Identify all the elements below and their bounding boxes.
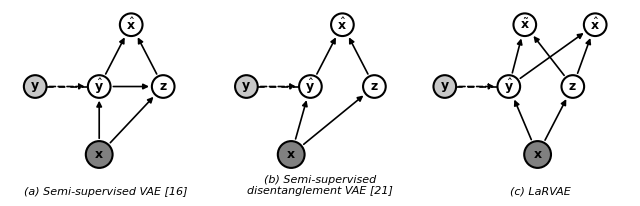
Ellipse shape	[235, 75, 258, 98]
Text: $\mathbf{z}$: $\mathbf{z}$	[370, 80, 379, 93]
Text: (a) Semi-supervised VAE [16]: (a) Semi-supervised VAE [16]	[24, 187, 188, 197]
Text: $\hat{\mathbf{y}}$: $\hat{\mathbf{y}}$	[504, 77, 514, 96]
Ellipse shape	[513, 13, 536, 36]
Text: $\mathbf{x}$: $\mathbf{x}$	[532, 148, 543, 161]
Text: $\hat{\mathbf{x}}$: $\hat{\mathbf{x}}$	[337, 17, 348, 33]
Ellipse shape	[331, 13, 354, 36]
Text: $\hat{\mathbf{x}}$: $\hat{\mathbf{x}}$	[126, 17, 136, 33]
Text: $\tilde{\mathbf{x}}$: $\tilde{\mathbf{x}}$	[520, 18, 530, 32]
Ellipse shape	[524, 141, 551, 168]
Ellipse shape	[299, 75, 322, 98]
Text: $\mathbf{y}$: $\mathbf{y}$	[30, 80, 40, 94]
Text: $\hat{\mathbf{y}}$: $\hat{\mathbf{y}}$	[94, 77, 104, 96]
Text: $\mathbf{x}$: $\mathbf{x}$	[94, 148, 104, 161]
Ellipse shape	[363, 75, 386, 98]
Ellipse shape	[24, 75, 47, 98]
Ellipse shape	[120, 13, 143, 36]
Text: $\mathbf{y}$: $\mathbf{y}$	[440, 80, 450, 94]
Ellipse shape	[497, 75, 520, 98]
Ellipse shape	[86, 141, 113, 168]
Text: $\hat{\mathbf{y}}$: $\hat{\mathbf{y}}$	[305, 77, 316, 96]
Ellipse shape	[278, 141, 305, 168]
Text: (b) Semi-supervised
disentanglement VAE [21]: (b) Semi-supervised disentanglement VAE …	[247, 175, 393, 196]
Ellipse shape	[561, 75, 584, 98]
Text: $\mathbf{x}$: $\mathbf{x}$	[286, 148, 296, 161]
Text: $\mathbf{z}$: $\mathbf{z}$	[568, 80, 577, 93]
Ellipse shape	[152, 75, 175, 98]
Text: (c) LaRVAE: (c) LaRVAE	[511, 187, 571, 197]
Text: $\mathbf{y}$: $\mathbf{y}$	[241, 80, 252, 94]
Text: $\mathbf{z}$: $\mathbf{z}$	[159, 80, 168, 93]
Ellipse shape	[88, 75, 111, 98]
Ellipse shape	[433, 75, 456, 98]
Ellipse shape	[584, 13, 607, 36]
Text: $\hat{\mathbf{x}}$: $\hat{\mathbf{x}}$	[590, 17, 600, 33]
